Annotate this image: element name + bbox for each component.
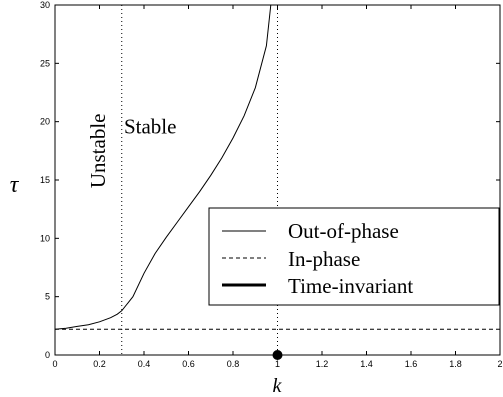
legend-label-in-phase: In-phase: [288, 247, 360, 271]
x-tick-label: 1.8: [449, 359, 462, 369]
y-tick-label: 30: [40, 0, 50, 10]
x-tick-label: 1.2: [316, 359, 329, 369]
legend-label-time-invariant: Time-invariant: [288, 274, 413, 298]
y-tick-label: 15: [40, 175, 50, 185]
legend-box: [208, 207, 500, 306]
annotation-group: Unstable Stable: [86, 114, 176, 189]
unstable-label: Unstable: [86, 114, 110, 189]
out-of-phase-line: [54, 4, 272, 330]
y-axis-label: τ: [10, 172, 20, 198]
series-group: [54, 4, 500, 360]
x-tick-label: 0.2: [93, 359, 106, 369]
x-axis-label: k: [273, 375, 283, 397]
x-tick-label: 1.4: [360, 359, 373, 369]
time-invariant-point: [272, 350, 283, 360]
x-tick-label: 0.4: [138, 359, 151, 369]
stable-label: Stable: [124, 114, 177, 138]
x-tick-label: 1: [275, 359, 280, 369]
y-tick-label: 10: [40, 233, 50, 243]
y-tick-label: 0: [45, 350, 50, 360]
y-tick-label: 5: [45, 292, 50, 302]
x-tick-label: 2: [497, 359, 502, 369]
y-tick-label: 20: [40, 117, 50, 127]
y-tick-label: 25: [40, 58, 50, 68]
legend-label-out-of-phase: Out-of-phase: [288, 219, 399, 243]
x-tick-label: 1.6: [405, 359, 418, 369]
x-tick-label: 0.6: [182, 359, 195, 369]
x-tick-label: 0.8: [227, 359, 240, 369]
x-tick-label: 0: [52, 359, 57, 369]
legend: Out-of-phase In-phase Time-invariant: [208, 207, 500, 306]
